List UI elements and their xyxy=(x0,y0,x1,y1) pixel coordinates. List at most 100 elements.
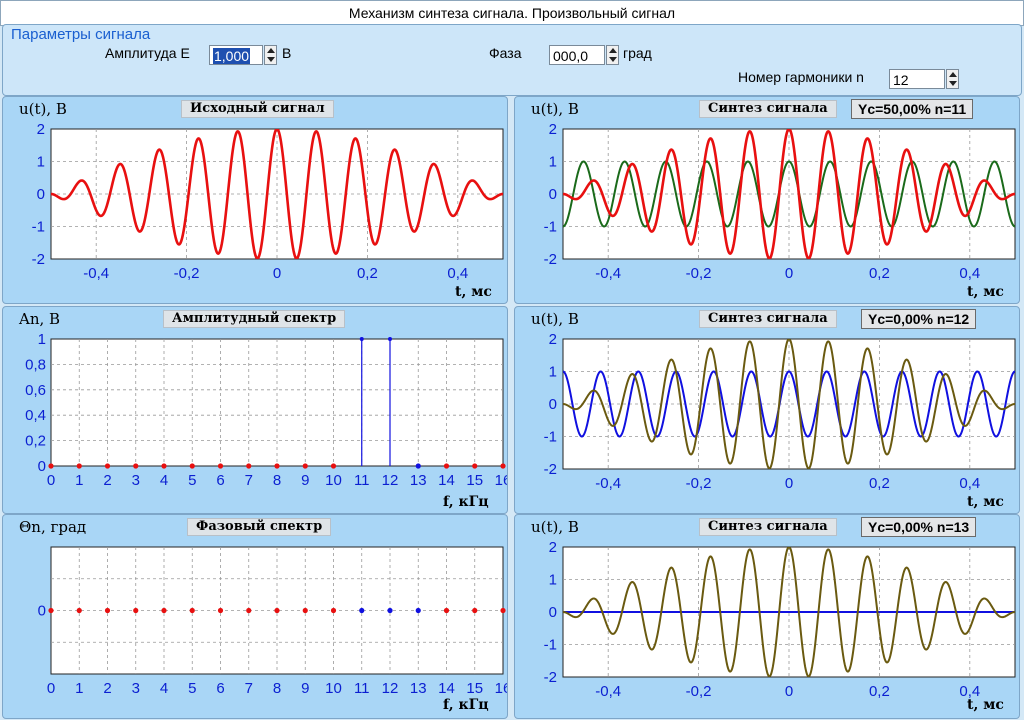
spectrum-point xyxy=(472,607,478,614)
synth-plot-3: -0,4 -0,2 0 0,2 0,4 2 1 0 -1 -2 xyxy=(544,539,1016,700)
phase-label: Фаза xyxy=(489,45,522,61)
spectrum-point xyxy=(387,607,393,614)
spectrum-point xyxy=(443,607,450,614)
x-tick-label: 2 xyxy=(103,472,111,489)
y-tick-label: -1 xyxy=(32,219,45,236)
syn2-ylabel: u(t), В xyxy=(531,310,579,328)
harmonic-spinner[interactable] xyxy=(946,69,959,89)
spectrum-point xyxy=(217,463,224,469)
series-line-2 xyxy=(563,339,1015,469)
amplitude-spinner[interactable] xyxy=(264,45,277,65)
y-tick-label: 1 xyxy=(37,154,45,171)
spectrum-point xyxy=(330,463,337,469)
x-tick-label: 0,2 xyxy=(869,683,890,700)
source-xlabel: t, мс xyxy=(455,284,492,300)
x-tick-label: -0,4 xyxy=(595,683,621,700)
x-tick-label: 0,4 xyxy=(447,265,468,282)
spectrum-point xyxy=(189,463,195,469)
x-tick-label: 8 xyxy=(273,680,281,697)
params-title: Параметры сигнала xyxy=(11,26,151,43)
x-tick-label: 2 xyxy=(103,680,111,697)
x-tick-label: -0,4 xyxy=(595,475,621,492)
y-tick-label: -1 xyxy=(544,429,557,446)
x-tick-label: 4 xyxy=(160,472,168,489)
y-tick-label: 1 xyxy=(38,331,46,348)
y-tick-label: 1 xyxy=(549,572,557,589)
y-tick-label: 2 xyxy=(549,121,557,138)
x-tick-label: 16 xyxy=(495,472,507,489)
x-tick-label: 7 xyxy=(245,680,253,697)
spectrum-point xyxy=(48,463,54,469)
syn3-xlabel: t, мс xyxy=(967,697,1004,713)
syn1-title: Синтез сигнала xyxy=(699,100,837,118)
x-tick-label: 4 xyxy=(160,680,168,697)
y-tick-label: 0 xyxy=(38,458,46,475)
syn1-ylabel: u(t), В xyxy=(531,100,579,118)
spectrum-point xyxy=(500,463,506,469)
spectrum-point xyxy=(472,463,478,469)
x-tick-label: 0 xyxy=(785,475,793,492)
y-tick-label: 0 xyxy=(38,603,46,620)
x-tick-label: 13 xyxy=(410,680,427,697)
spectrum-point xyxy=(302,607,308,614)
y-tick-label: 0,2 xyxy=(25,433,46,450)
plot-area xyxy=(50,338,504,467)
y-tick-label: 0 xyxy=(37,186,45,203)
source-ylabel: u(t), В xyxy=(19,100,67,118)
spectrum-point xyxy=(359,337,364,341)
spectrum-point xyxy=(415,463,421,469)
harmonic-input[interactable]: 12 xyxy=(889,69,945,89)
y-tick-label: 0 xyxy=(549,186,557,203)
spectrum-point xyxy=(133,607,139,614)
amplitude-unit: В xyxy=(282,45,292,61)
spectrum-point xyxy=(133,463,139,469)
y-tick-label: 0 xyxy=(549,604,557,621)
x-tick-label: 0 xyxy=(273,265,281,282)
x-tick-label: 10 xyxy=(325,472,342,489)
x-tick-label: 9 xyxy=(301,472,309,489)
amp-ylabel: An, В xyxy=(19,310,61,328)
y-tick-label: 0,4 xyxy=(25,407,46,424)
synth-plot-2: -0,4 -0,2 0 0,2 0,4 2 1 0 -1 -2 xyxy=(544,331,1016,492)
x-tick-label: 11 xyxy=(354,472,370,489)
synth-plot-1: -0,4 -0,2 0 0,2 0,4 2 1 0 -1 -2 xyxy=(544,121,1016,282)
x-tick-label: -0,2 xyxy=(686,265,712,282)
syn3-title: Синтез сигнала xyxy=(699,518,837,536)
phase-title: Фазовый спектр xyxy=(187,518,332,536)
spectrum-point xyxy=(274,463,280,469)
y-tick-label: -2 xyxy=(32,251,45,268)
amp-xlabel: f, кГц xyxy=(443,494,489,510)
y-tick-label: 2 xyxy=(549,331,557,348)
x-tick-label: 5 xyxy=(188,680,196,697)
x-tick-label: 6 xyxy=(216,680,224,697)
x-tick-label: -0,2 xyxy=(686,475,712,492)
amplitude-label: Амплитуда E xyxy=(105,45,190,61)
x-tick-label: 3 xyxy=(132,680,140,697)
phase-input[interactable]: 000,0 xyxy=(549,45,605,65)
amplitude-input[interactable]: 1,000 xyxy=(209,45,263,65)
x-tick-label: 1 xyxy=(75,680,83,697)
phase-unit: град xyxy=(623,45,652,61)
y-tick-label: 1 xyxy=(549,154,557,171)
spectrum-point xyxy=(415,607,421,614)
x-tick-label: 12 xyxy=(382,472,399,489)
x-tick-label: 15 xyxy=(466,472,483,489)
y-tick-label: 0 xyxy=(549,396,557,413)
x-tick-label: 16 xyxy=(495,680,507,697)
spectrum-point xyxy=(217,607,224,614)
amp-spectrum-panel: An, В Амплитудный спектр 1 0,8 0,6 0,4 0,2 0 0… xyxy=(2,306,508,514)
x-tick-label: -0,4 xyxy=(83,265,109,282)
syn2-title: Синтез сигнала xyxy=(699,310,837,328)
syn3-ylabel: u(t), В xyxy=(531,518,579,536)
spectrum-point xyxy=(161,607,167,614)
spectrum-point xyxy=(76,463,82,469)
syn3-badge: Yc=0,00% n=13 xyxy=(861,517,977,537)
y-tick-label: 2 xyxy=(549,539,557,556)
y-tick-label: 2 xyxy=(37,121,45,138)
spectrum-point xyxy=(330,607,337,614)
spectrum-point xyxy=(500,607,506,614)
x-tick-label: 15 xyxy=(466,680,483,697)
y-tick-label: -1 xyxy=(544,637,557,654)
source-signal-plot: -0,4 -0,2 0 0,2 0,4 2 1 0 -1 -2 xyxy=(32,121,504,282)
phase-spinner[interactable] xyxy=(606,45,619,65)
